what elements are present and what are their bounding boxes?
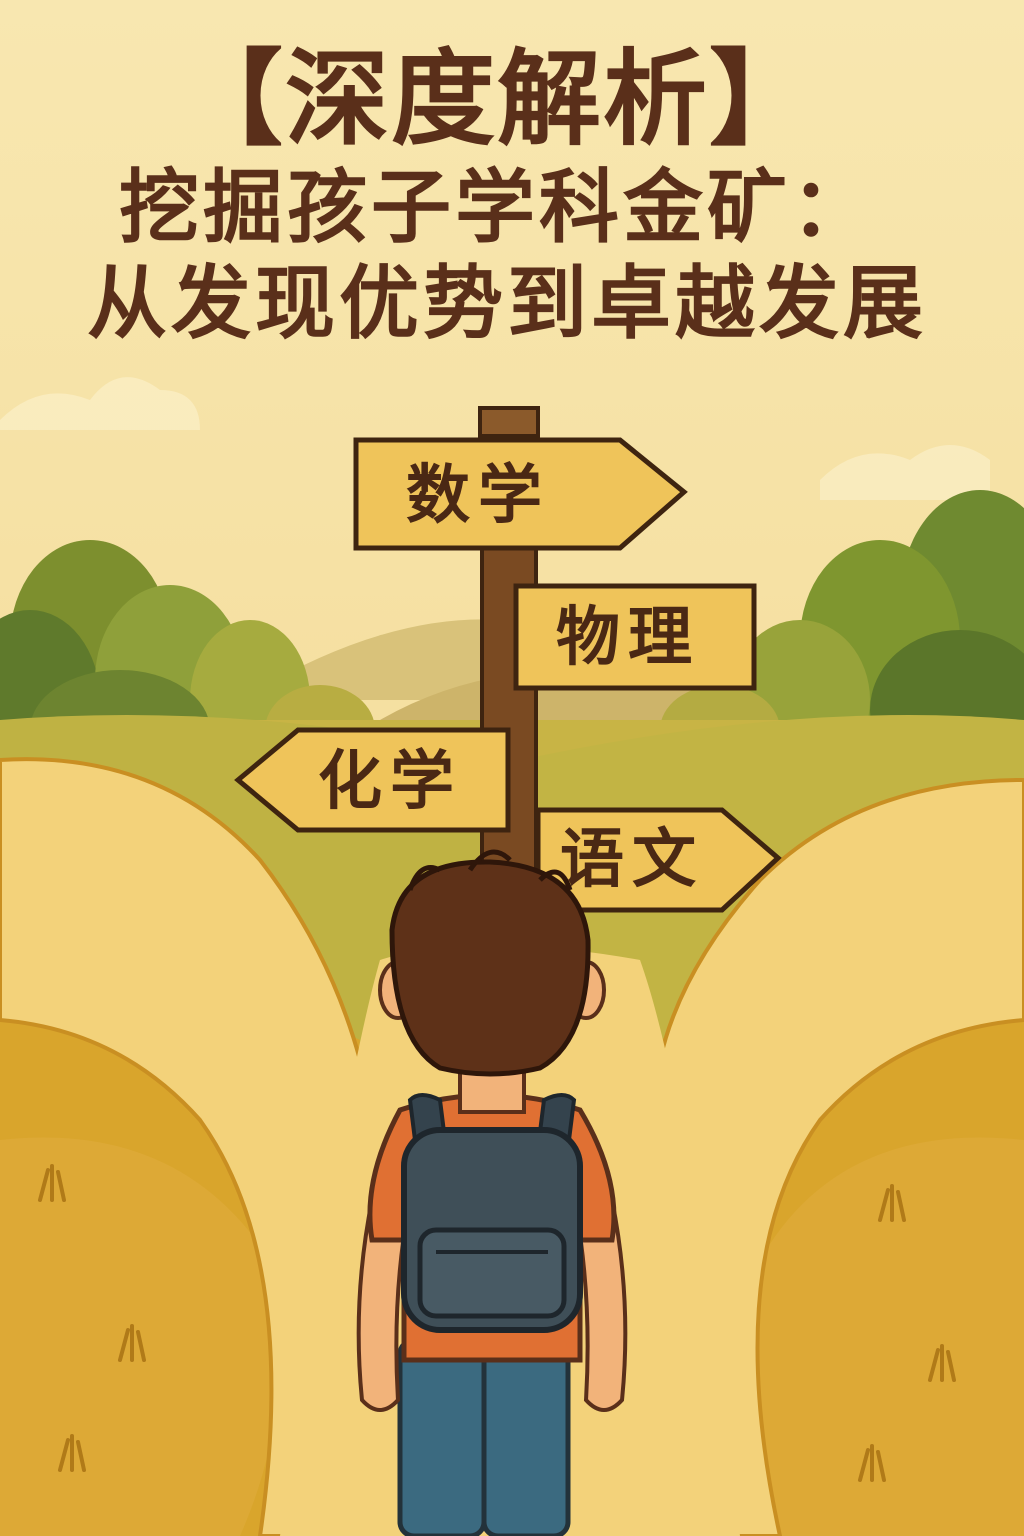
cloud bbox=[820, 445, 990, 500]
field-right-lower bbox=[744, 1137, 1024, 1536]
sign-physics-label: 物理 bbox=[556, 601, 700, 675]
boy-figure bbox=[356, 849, 628, 1536]
cloud bbox=[0, 377, 200, 430]
path-right bbox=[657, 777, 1024, 1536]
title-block: 【深度解析】 挖掘孩子学科金矿： 从发现优势到卓越发展 bbox=[0, 38, 1024, 350]
grass-tufts bbox=[38, 1164, 956, 1482]
title-line-1: 【深度解析】 bbox=[178, 38, 815, 160]
path-left bbox=[0, 757, 363, 1536]
sign-chemistry-board bbox=[234, 727, 511, 833]
sign-math-label: 数学 bbox=[406, 459, 550, 533]
sign-math-board bbox=[353, 437, 688, 551]
right-trees bbox=[660, 490, 1024, 790]
title-line-3: 从发现优势到卓越发展 bbox=[87, 256, 927, 350]
title-line-2: 挖掘孩子学科金矿： bbox=[119, 160, 875, 254]
signpost-top bbox=[478, 406, 540, 438]
sign-chinese-label: 语文 bbox=[560, 823, 704, 897]
sign-physics-board bbox=[513, 583, 757, 691]
sign-chemistry-label: 化学 bbox=[318, 745, 462, 819]
